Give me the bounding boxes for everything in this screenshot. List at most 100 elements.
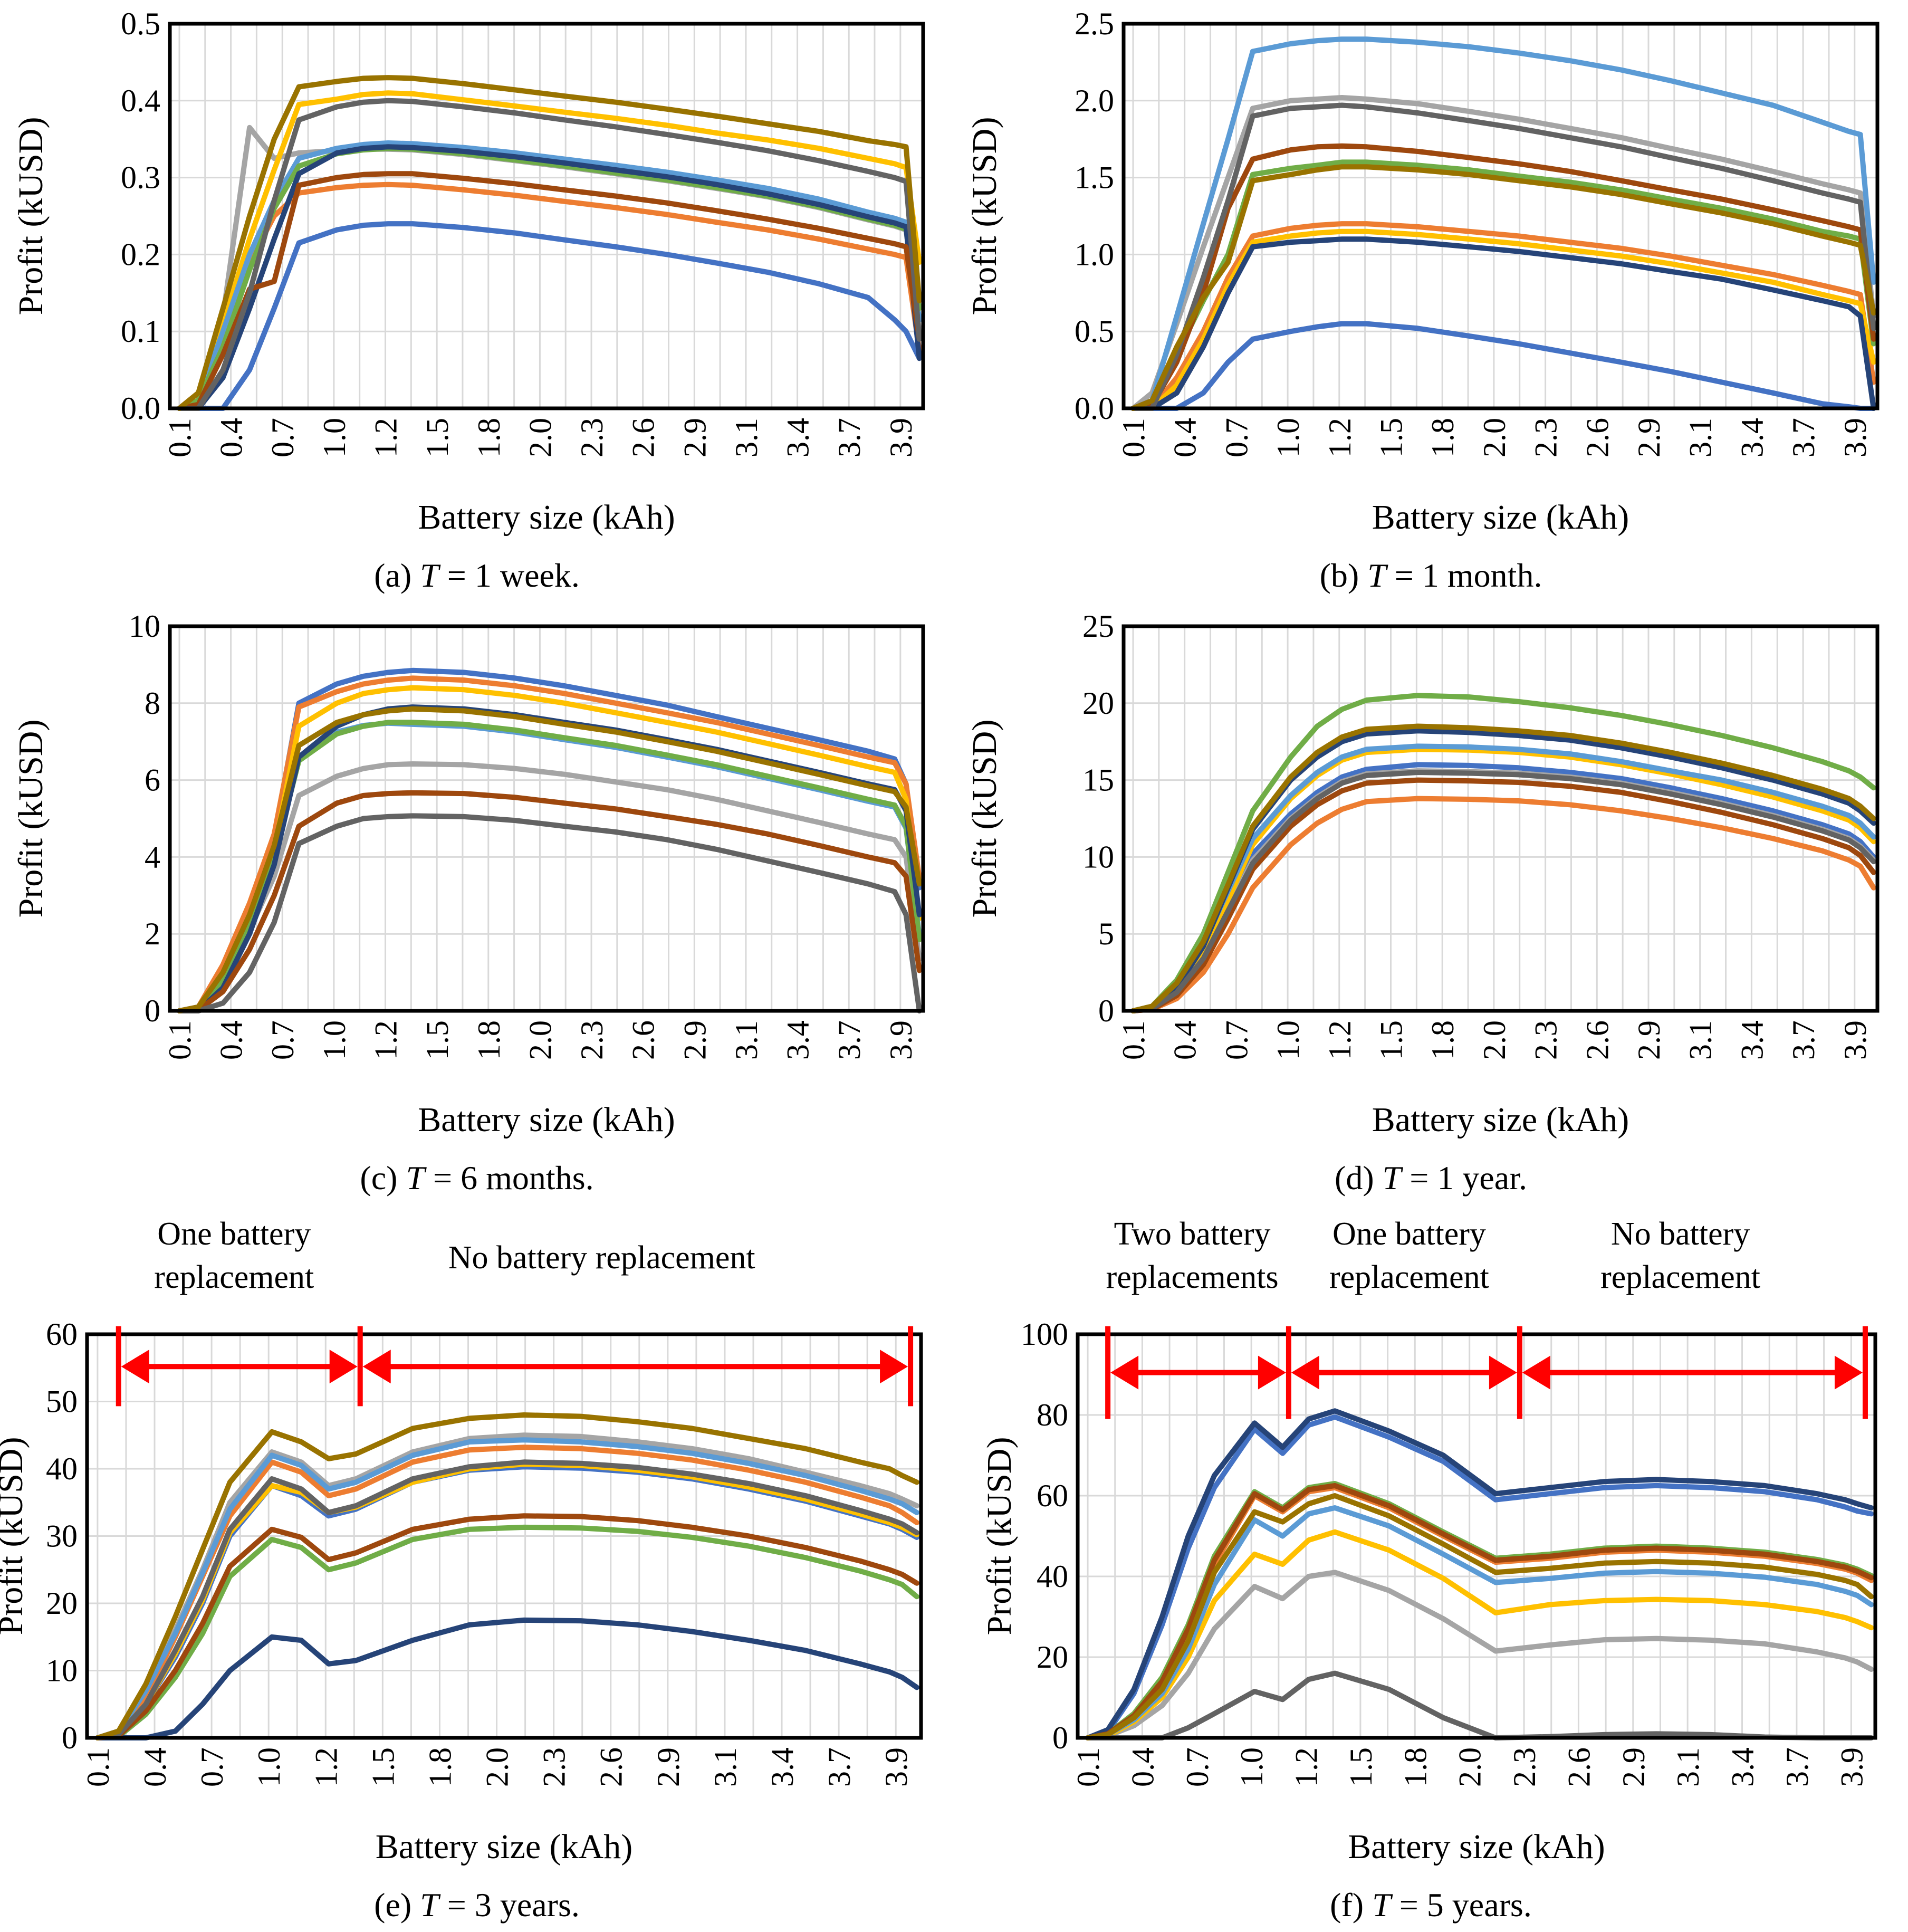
series-brown xyxy=(177,171,922,411)
svg-text:2.9: 2.9 xyxy=(1632,1020,1666,1060)
svg-text:20: 20 xyxy=(1037,1640,1068,1675)
svg-text:1.2: 1.2 xyxy=(1322,1020,1357,1060)
series-lines xyxy=(1130,36,1876,411)
svg-text:1.8: 1.8 xyxy=(1425,418,1460,457)
svg-text:40: 40 xyxy=(46,1451,78,1486)
plot-border xyxy=(1076,1332,1877,1740)
series-green xyxy=(94,1524,919,1740)
svg-text:0.0: 0.0 xyxy=(1075,391,1114,426)
chart-d-1-year: 0 5 10 15 20 25 0.1 0.4 0.7 1.0 1.2 1.5 1.8 2.0 2.3 2.6… xyxy=(965,609,1880,1139)
svg-text:2.6: 2.6 xyxy=(1580,418,1615,457)
svg-text:1.0: 1.0 xyxy=(1234,1747,1269,1787)
svg-text:0.1: 0.1 xyxy=(81,1747,116,1787)
caption-f-rest: = 5 years. xyxy=(1399,1886,1532,1924)
svg-text:0.4: 0.4 xyxy=(138,1747,172,1787)
svg-text:2.6: 2.6 xyxy=(1561,1747,1596,1787)
series-lightblue xyxy=(94,1437,919,1740)
svg-text:0.1: 0.1 xyxy=(1116,1020,1151,1060)
plot-border xyxy=(168,624,925,1013)
svg-text:0.2: 0.2 xyxy=(121,237,160,272)
caption-c-var: T xyxy=(406,1159,425,1197)
annotation-labels: One battery replacement No battery replace… xyxy=(154,1216,755,1295)
series-lightblue xyxy=(1085,1505,1874,1740)
svg-text:6: 6 xyxy=(145,763,160,798)
svg-text:1.8: 1.8 xyxy=(1398,1747,1433,1787)
annotation-label: No battery xyxy=(1611,1216,1750,1252)
svg-text:1.0: 1.0 xyxy=(1075,237,1114,272)
svg-text:3.4: 3.4 xyxy=(781,1020,816,1060)
series-orange xyxy=(1130,221,1876,411)
arrowhead-right-icon xyxy=(1489,1355,1517,1390)
svg-text:0.7: 0.7 xyxy=(1219,1020,1254,1060)
chart-f-5-years: 0 20 40 60 80 100 0.1 0.4 0.7 1.0 1.2 1.5 1.8 2.0 2.3 2… xyxy=(980,1216,1877,1866)
svg-text:2.3: 2.3 xyxy=(1529,418,1564,457)
svg-text:3.4: 3.4 xyxy=(1734,418,1769,457)
caption-a-tag: (a) xyxy=(374,557,412,594)
series-olive xyxy=(1130,164,1876,411)
series-darkgray xyxy=(94,1459,919,1740)
svg-text:3.7: 3.7 xyxy=(832,418,867,457)
svg-text:2.9: 2.9 xyxy=(677,418,712,457)
svg-text:3.4: 3.4 xyxy=(1725,1747,1760,1787)
series-gold xyxy=(1130,747,1876,1013)
svg-text:15: 15 xyxy=(1082,763,1114,798)
caption-d-rest: = 1 year. xyxy=(1410,1159,1527,1197)
chart-e-3-years: 0 10 20 30 40 50 60 0.1 0.4 0.7 1.0 1.2 1.5 1.8 2.0 2.3… xyxy=(0,1216,923,1866)
caption-e-var: T xyxy=(420,1886,439,1924)
svg-text:1.5: 1.5 xyxy=(1374,418,1409,457)
svg-text:0.5: 0.5 xyxy=(1075,314,1114,349)
svg-text:2.0: 2.0 xyxy=(523,1020,558,1060)
series-brown xyxy=(177,790,922,1013)
svg-text:2.3: 2.3 xyxy=(574,1020,609,1060)
svg-text:25: 25 xyxy=(1082,609,1114,644)
svg-text:1.2: 1.2 xyxy=(309,1747,343,1787)
arrowhead-right-icon xyxy=(880,1350,908,1384)
series-brown xyxy=(1085,1483,1874,1740)
series-brown xyxy=(1130,143,1876,411)
series-darkgray xyxy=(1085,1670,1874,1740)
svg-text:3.1: 3.1 xyxy=(1671,1747,1705,1787)
svg-text:0.1: 0.1 xyxy=(1116,418,1151,457)
series-gold xyxy=(177,90,922,411)
y-tick-labels: 0.0 0.5 1.0 1.5 2.0 2.5 xyxy=(1075,6,1114,426)
svg-text:2.9: 2.9 xyxy=(677,1020,712,1060)
x-tick-labels: 0.1 0.4 0.7 1.0 1.2 1.5 1.8 2.0 2.3 2.6 2.9 3.1 3.4 3… xyxy=(1116,1020,1873,1060)
svg-text:3.9: 3.9 xyxy=(884,1020,918,1060)
svg-text:30: 30 xyxy=(46,1519,78,1554)
svg-text:5: 5 xyxy=(1098,916,1114,951)
chart-c-6-months: 0 2 4 6 8 10 0.1 0.4 0.7 1.0 1.2 1.5 1.8 2.0 2.3 2.6 2.9… xyxy=(12,609,925,1139)
svg-text:1.5: 1.5 xyxy=(1374,1020,1409,1060)
svg-text:3.7: 3.7 xyxy=(832,1020,867,1060)
caption-b-var: T xyxy=(1367,557,1386,594)
svg-text:1.5: 1.5 xyxy=(366,1747,400,1787)
annotation-label: Two battery xyxy=(1114,1216,1271,1252)
svg-text:0: 0 xyxy=(62,1720,78,1755)
svg-text:3.1: 3.1 xyxy=(708,1747,743,1787)
svg-text:3.1: 3.1 xyxy=(1683,1020,1718,1060)
series-navy xyxy=(177,144,922,411)
svg-text:3.7: 3.7 xyxy=(822,1747,857,1787)
svg-text:0.7: 0.7 xyxy=(265,418,300,457)
svg-text:100: 100 xyxy=(1021,1317,1068,1352)
svg-text:3.7: 3.7 xyxy=(1786,418,1821,457)
plot-border xyxy=(168,22,925,410)
svg-text:3.9: 3.9 xyxy=(884,418,918,457)
svg-text:1.5: 1.5 xyxy=(1075,160,1114,195)
panel-a: 0.0 0.1 0.2 0.3 0.4 0.5 0.1 0.4 0.7 1.0 1.2 1.5 1.8 2… xyxy=(0,0,954,602)
caption-b: (b) T = 1 month. xyxy=(954,556,1908,595)
caption-c: (c) T = 6 months. xyxy=(0,1159,954,1198)
svg-text:1.5: 1.5 xyxy=(420,418,455,457)
x-tick-labels: 0.1 0.4 0.7 1.0 1.2 1.5 1.8 2.0 2.3 2.6 2.9 3.1 3.4 3… xyxy=(81,1747,914,1787)
x-axis-title: Battery size (kAh) xyxy=(1372,498,1629,537)
arrowhead-left-icon xyxy=(121,1350,149,1384)
series-olive xyxy=(177,706,922,1013)
svg-text:0: 0 xyxy=(1052,1720,1068,1755)
svg-text:2.3: 2.3 xyxy=(537,1747,572,1787)
caption-e: (e) T = 3 years. xyxy=(0,1886,954,1925)
svg-text:10: 10 xyxy=(1082,839,1114,874)
panel-d: 0 5 10 15 20 25 0.1 0.4 0.7 1.0 1.2 1.5 1.8 2.0 2.3 2.6… xyxy=(954,602,1908,1205)
svg-text:1.5: 1.5 xyxy=(420,1020,455,1060)
svg-text:1.8: 1.8 xyxy=(472,1020,506,1060)
svg-text:1.0: 1.0 xyxy=(252,1747,286,1787)
